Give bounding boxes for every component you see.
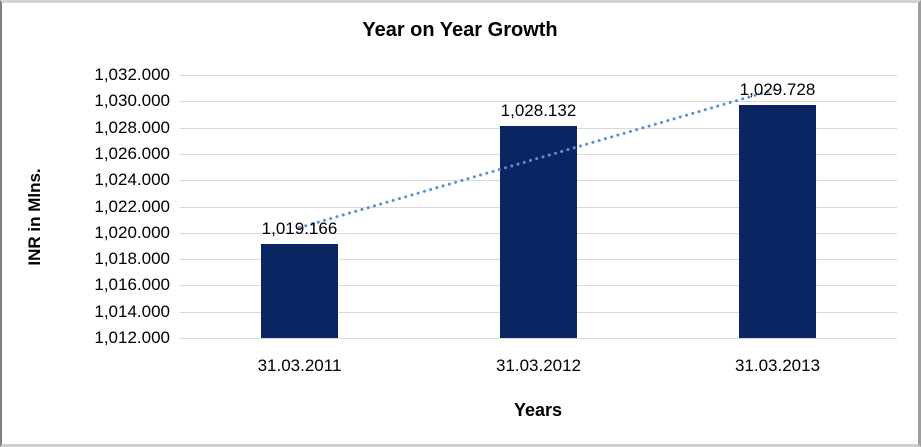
y-tick-label: 1,018.000 xyxy=(94,249,170,269)
y-tick-label: 1,016.000 xyxy=(94,275,170,295)
gridline xyxy=(180,75,897,76)
bar-31.03.2012 xyxy=(500,125,577,338)
x-tick-label: 31.03.2012 xyxy=(495,356,582,375)
bar-data-label: 1,029.728 xyxy=(739,79,816,99)
y-tick-label: 1,024.000 xyxy=(94,170,170,190)
y-tick-label: 1,032.000 xyxy=(94,65,170,84)
y-tick-label: 1,012.000 xyxy=(94,328,170,347)
y-tick-label: 1,026.000 xyxy=(94,143,170,163)
bar-31.03.2011 xyxy=(261,243,338,338)
bar-data-label: 1,019.166 xyxy=(261,218,338,238)
y-tick-label: 1,028.000 xyxy=(94,117,170,137)
x-axis-title: Years xyxy=(513,400,563,420)
bar-data-label: 1,028.132 xyxy=(500,100,577,120)
y-tick-label: 1,020.000 xyxy=(94,222,170,242)
plot-area xyxy=(180,75,897,339)
x-tick-label: 31.03.2011 xyxy=(257,356,342,375)
gridline xyxy=(180,338,897,339)
trendline xyxy=(298,87,779,230)
gridline xyxy=(180,101,897,103)
chart-title: Year on Year Growth xyxy=(362,19,558,41)
y-tick-label: 1,022.000 xyxy=(94,196,170,216)
bar-31.03.2013 xyxy=(739,104,816,338)
x-tick-label: 31.03.2013 xyxy=(734,356,821,375)
y-tick-label: 1,030.000 xyxy=(94,91,170,111)
y-tick-label: 1,014.000 xyxy=(94,301,170,321)
